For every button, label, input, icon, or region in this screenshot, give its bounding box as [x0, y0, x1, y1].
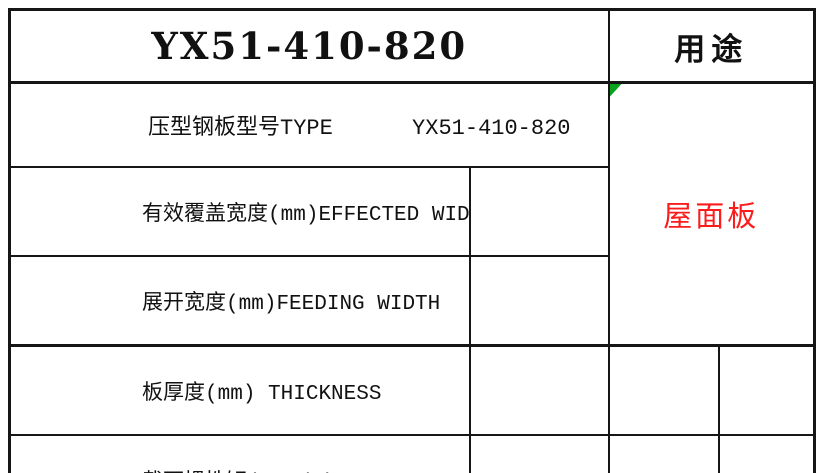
inertia-value1-cell[interactable]: 30. 61	[468, 434, 610, 473]
usage-header-cell[interactable]: 用途	[607, 8, 816, 84]
type-label: 压型钢板型号TYPE YX51-410-820	[148, 116, 571, 141]
table-row-feeding-width: 展开宽度(mm)FEEDING WIDTH 1000mm	[8, 255, 815, 347]
cell-error-marker-icon	[610, 84, 622, 97]
inertia-label: 截面惯性矩(cm4/m)SECTION INERTIA	[142, 472, 467, 473]
table-row-type: 压型钢板型号TYPE YX51-410-820 屋面板	[8, 81, 816, 347]
model-title-cell[interactable]: YX51-410-820	[8, 8, 610, 84]
thickness-value2-cell[interactable]: 0. 8mm	[607, 344, 720, 436]
thickness-value1-cell[interactable]: 0. 6mm	[468, 344, 610, 436]
effected-width-label-cell[interactable]: 有效覆盖宽度(mm)EFFECTED WIDTH	[8, 166, 471, 257]
table-row-section-inertia: 截面惯性矩(cm4/m)SECTION INERTIA 30. 61 37. 4…	[8, 434, 816, 473]
effected-width-value-cell[interactable]: 820mm	[468, 166, 610, 257]
effected-width-label: 有效覆盖宽度(mm)EFFECTED WIDTH	[142, 203, 470, 227]
thickness-label-cell[interactable]: 板厚度(mm) THICKNESS	[8, 344, 471, 436]
inertia-label-cell[interactable]: 截面惯性矩(cm4/m)SECTION INERTIA	[8, 434, 471, 473]
thickness-label: 板厚度(mm) THICKNESS	[142, 382, 382, 406]
thickness-value3-cell[interactable]	[717, 344, 816, 436]
feeding-width-label: 展开宽度(mm)FEEDING WIDTH	[142, 292, 441, 316]
usage-value-cell[interactable]: 屋面板	[607, 81, 816, 347]
table-row-effected-width: 有效覆盖宽度(mm)EFFECTED WIDTH 820mm	[8, 166, 815, 257]
feeding-width-label-cell[interactable]: 展开宽度(mm)FEEDING WIDTH	[8, 255, 471, 347]
inertia-value3-cell[interactable]	[717, 434, 816, 473]
feeding-width-value-cell[interactable]: 1000mm	[468, 255, 610, 347]
usage-header-label: 用途	[674, 31, 749, 68]
usage-value: 屋面板	[663, 202, 760, 235]
table-row-header: YX51-410-820 用途	[8, 8, 816, 84]
model-title: YX51-410-820	[151, 24, 468, 68]
inertia-value2-cell[interactable]: 37. 49	[607, 434, 720, 473]
table-row-thickness: 板厚度(mm) THICKNESS 0. 6mm 0. 8mm	[8, 344, 816, 436]
type-label-cell[interactable]: 压型钢板型号TYPE YX51-410-820	[8, 81, 610, 168]
spec-table: YX51-410-820 用途 压型钢板型号TYPE YX51-410-820 …	[8, 8, 817, 473]
